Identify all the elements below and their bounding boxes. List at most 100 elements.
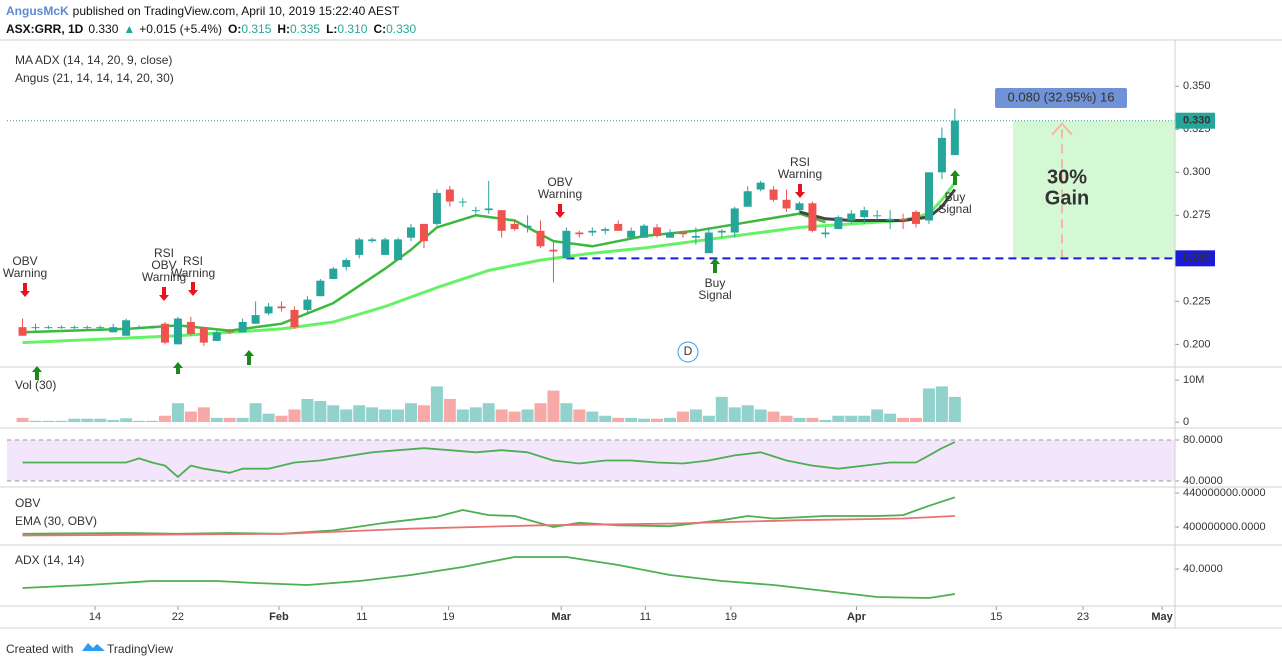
candle-body — [886, 218, 895, 221]
candle-body — [290, 309, 299, 328]
volume-bar — [133, 420, 146, 423]
volume-bar — [521, 409, 534, 423]
volume-bar — [405, 403, 418, 423]
x-tick-label: May — [1151, 611, 1173, 623]
y-tick-label: 10M — [1183, 374, 1204, 386]
candle-body — [704, 232, 713, 254]
volume-bar — [171, 403, 184, 423]
indicator-line — [22, 556, 956, 599]
signal-arrow — [159, 287, 169, 301]
candle-body — [148, 327, 157, 329]
volume-bar — [560, 403, 573, 423]
volume-bar — [676, 411, 689, 423]
price-box-label: 0.250 — [1183, 252, 1211, 264]
volume-bar — [767, 411, 780, 423]
candle-body — [912, 211, 921, 224]
author[interactable]: AngusMcK — [6, 4, 69, 18]
volume-bar — [948, 396, 961, 423]
y-tick-label: 0.300 — [1183, 166, 1211, 178]
candle-body — [70, 327, 79, 329]
gain-text: 30% — [1047, 166, 1087, 188]
signal-text: Warning — [142, 270, 186, 284]
volume-bar — [366, 407, 379, 423]
candle-body — [225, 330, 234, 333]
volume-bar — [417, 405, 430, 423]
volume-bar — [392, 409, 405, 423]
volume-bar — [16, 417, 29, 423]
x-tick-label: Mar — [551, 611, 571, 623]
volume-bar — [508, 411, 521, 423]
candle-body — [342, 260, 351, 267]
created-with: Created with — [6, 642, 73, 656]
volume-bar — [223, 417, 236, 423]
candle-body — [471, 210, 480, 212]
signal-text: RSI — [790, 155, 810, 169]
signal-arrow — [244, 350, 254, 365]
header-line-1: AngusMcK published on TradingView.com, Ap… — [6, 4, 400, 18]
candle-body — [316, 280, 325, 297]
signal-arrow — [795, 184, 805, 198]
x-tick-label: 22 — [172, 611, 184, 623]
x-tick-label: 19 — [725, 611, 737, 623]
indicator-line — [22, 212, 826, 334]
candle-body — [847, 213, 856, 221]
signal-text: RSI — [183, 254, 203, 268]
volume-bar — [922, 388, 935, 423]
candle-body — [510, 223, 519, 230]
y-tick-label: 40.0000 — [1183, 563, 1223, 575]
candle-body — [96, 327, 105, 329]
candle-body — [821, 232, 830, 235]
candle-body — [627, 230, 636, 238]
quote-value: 0.335 — [290, 22, 320, 36]
volume-bar — [184, 411, 197, 423]
signal-text: OBV — [151, 258, 176, 272]
volume-bar — [443, 398, 456, 423]
change: +0.015 (+5.4%) — [139, 22, 222, 36]
volume-bar — [884, 413, 897, 423]
volume-bar — [612, 417, 625, 423]
volume-bar — [910, 417, 923, 423]
signal-text: Buy — [945, 190, 966, 204]
symbol: ASX:GRR, 1D — [6, 22, 84, 36]
signal-text: Signal — [698, 288, 731, 302]
candle-body — [924, 172, 933, 221]
price-box — [1175, 250, 1215, 267]
quote-value: 0.330 — [386, 22, 416, 36]
candle-body — [640, 225, 649, 238]
candle-body — [601, 229, 610, 231]
candle-body — [678, 232, 687, 235]
candle-body — [575, 232, 584, 235]
y-tick-label: 0.350 — [1183, 80, 1211, 92]
tradingview-logo — [82, 643, 105, 651]
candle-body — [44, 327, 53, 329]
last: 0.330 — [88, 22, 118, 36]
brand[interactable]: TradingView — [107, 642, 173, 656]
y-tick-label: 440000000.0000 — [1183, 487, 1266, 499]
signal-text: Warning — [171, 266, 215, 280]
signal-text: Warning — [538, 187, 582, 201]
quote-key: C: — [373, 22, 386, 36]
candle-body — [536, 230, 545, 247]
y-tick-label: 0.225 — [1183, 295, 1211, 307]
x-tick-label: 15 — [990, 611, 1002, 623]
volume-bar — [262, 413, 275, 423]
signal-arrow — [188, 282, 198, 296]
volume-bar — [340, 409, 353, 423]
x-tick-label: Feb — [269, 611, 289, 623]
signal-text: Signal — [938, 202, 971, 216]
volume-bar — [314, 401, 327, 423]
volume-bar — [210, 417, 223, 423]
y-tick-label: 400000000.0000 — [1183, 521, 1266, 533]
volume-bar — [55, 420, 68, 423]
candle-body — [769, 189, 778, 200]
volume-bar — [107, 419, 120, 423]
rsi-band — [7, 439, 1175, 481]
volume-bar — [94, 418, 107, 423]
candle-body — [665, 232, 674, 238]
quote: O:0.315 H:0.335 L:0.310 C:0.330 — [228, 22, 416, 36]
candle-body — [873, 215, 882, 217]
volume-bar — [495, 409, 508, 423]
volume-bar — [819, 419, 832, 423]
volume-bar — [430, 386, 443, 423]
